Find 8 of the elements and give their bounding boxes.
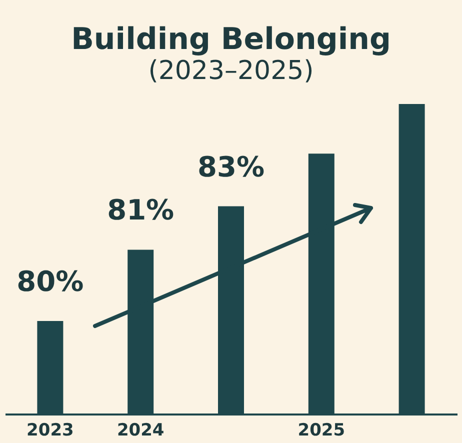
chart-subtitle: (2023–2025) bbox=[148, 56, 314, 86]
annotation: 81% bbox=[107, 194, 174, 227]
x-tick-label: 2024 bbox=[116, 420, 164, 440]
annotation: 80% bbox=[16, 265, 84, 298]
annotation: 83% bbox=[197, 150, 265, 184]
chart-title: Building Belonging bbox=[71, 22, 391, 57]
x-tick-label: 2023 bbox=[26, 420, 74, 440]
x-tick-label: 2025 bbox=[298, 420, 346, 440]
